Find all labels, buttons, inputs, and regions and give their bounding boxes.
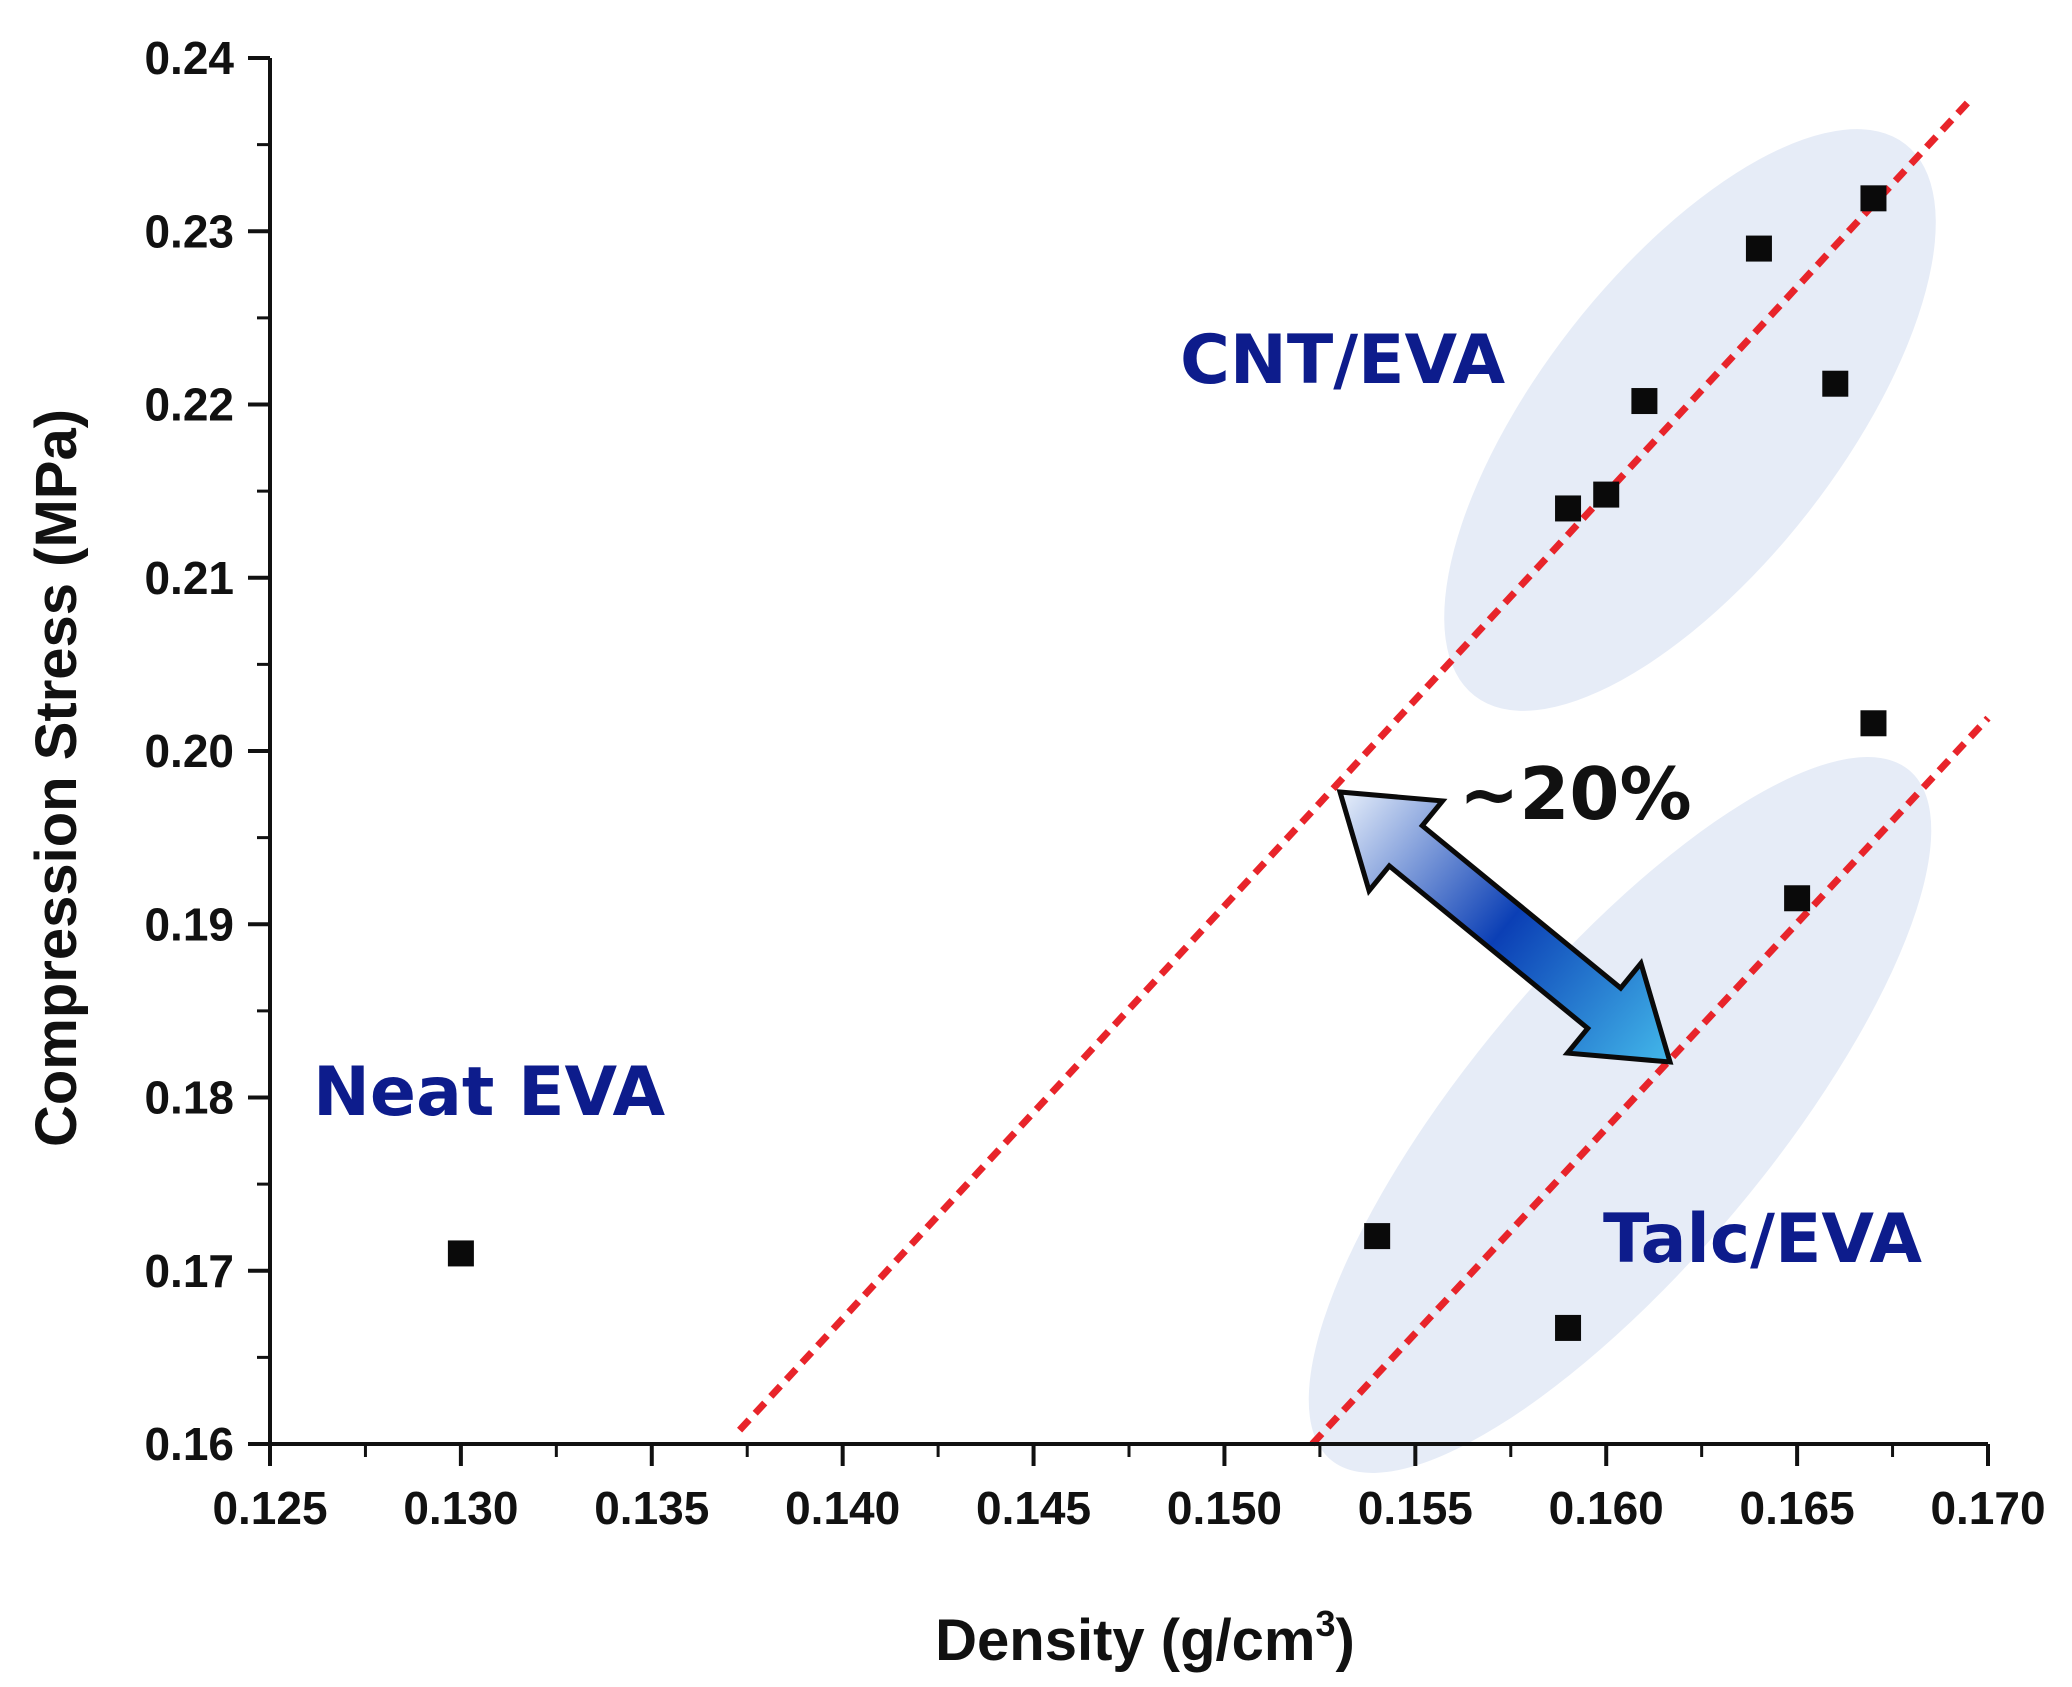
x-tick-label: 0.140 [785, 1482, 900, 1534]
point-talc-eva [1555, 1314, 1582, 1341]
y-tick-label: 0.24 [144, 32, 234, 84]
y-tick-label: 0.17 [144, 1245, 234, 1297]
point-talc-eva [1364, 1223, 1391, 1250]
point-cnt-eva [1555, 495, 1582, 522]
y-tick-label: 0.22 [144, 379, 234, 431]
label-percent-difference: ~20% [1459, 752, 1692, 836]
x-axis-title-sup: 3 [1315, 1603, 1335, 1644]
x-tick-label: 0.150 [1167, 1482, 1282, 1534]
x-tick-label: 0.145 [976, 1482, 1091, 1534]
x-tick-label: 0.130 [403, 1482, 518, 1534]
x-tick-label: 0.160 [1549, 1482, 1664, 1534]
x-tick-label: 0.155 [1358, 1482, 1473, 1534]
x-axis-title-main: Density (g/cm [935, 1608, 1315, 1673]
ticks: 0.125 0.130 0.135 0.140 0.145 0.150 0.155 0.160… [144, 32, 2045, 1534]
y-axis-title: Compression Stress (MPa) [24, 409, 89, 1147]
point-cnt-eva [1745, 235, 1772, 262]
y-tick-label: 0.23 [144, 205, 234, 257]
x-tick-label: 0.165 [1740, 1482, 1855, 1534]
point-neat-eva [447, 1240, 474, 1267]
data-points [447, 185, 1887, 1341]
point-talc-eva [1784, 885, 1811, 912]
trend-lines [737, 98, 1991, 1447]
point-cnt-eva [1860, 185, 1887, 212]
x-axis-title-close: ) [1336, 1608, 1355, 1673]
trend-line-cnt [737, 98, 1972, 1433]
double-arrow-shape [1336, 789, 1674, 1065]
point-talc-eva [1860, 710, 1887, 737]
point-cnt-eva [1822, 370, 1849, 397]
label-neat-eva: Neat EVA [313, 1053, 666, 1132]
y-tick-label: 0.21 [144, 552, 234, 604]
y-tick-label: 0.19 [144, 898, 234, 950]
cnt-group-ellipse [1444, 129, 1936, 711]
y-tick-label: 0.16 [144, 1418, 234, 1470]
trend-line-talc [1309, 715, 1991, 1447]
point-cnt-eva [1631, 388, 1658, 415]
x-tick-label: 0.125 [212, 1482, 327, 1534]
point-cnt-eva [1593, 481, 1620, 508]
y-tick-label: 0.20 [144, 725, 234, 777]
x-tick-label: 0.170 [1930, 1482, 2045, 1534]
x-axis-title: Density (g/cm3) [935, 1603, 1355, 1673]
label-talc-eva: Talc/EVA [1603, 1200, 1922, 1279]
label-cnt-eva: CNT/EVA [1180, 321, 1505, 400]
y-tick-label: 0.18 [144, 1072, 234, 1124]
difference-arrow [1336, 789, 1674, 1065]
x-tick-label: 0.135 [594, 1482, 709, 1534]
